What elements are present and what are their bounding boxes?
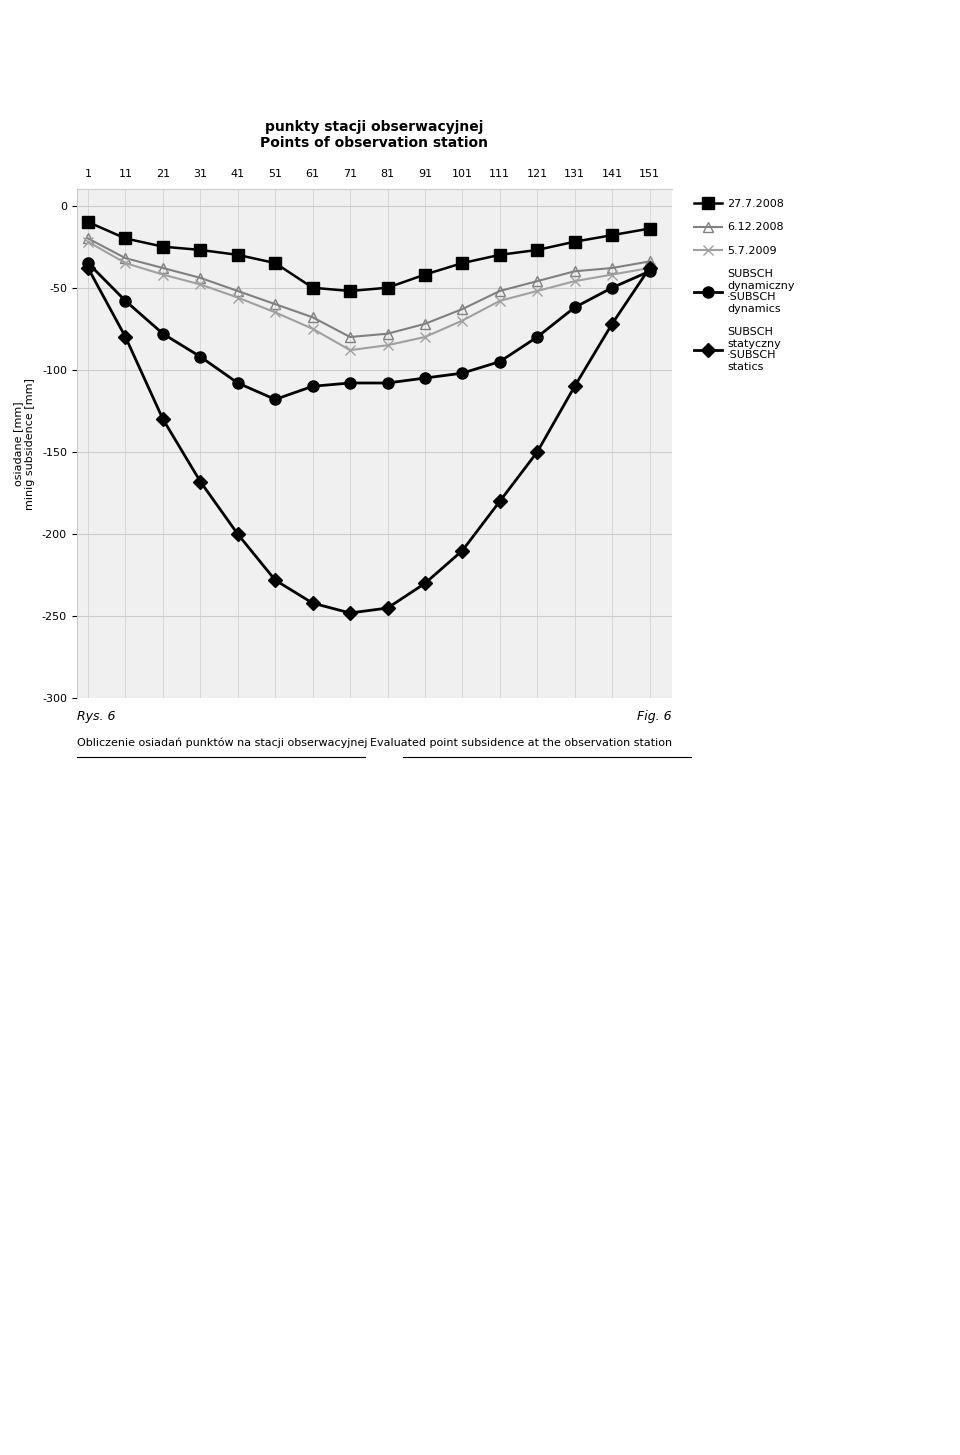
Y-axis label: osiadane [mm]
minig subsidence [mm]: osiadane [mm] minig subsidence [mm] <box>13 378 35 509</box>
27.7.2008 <box>457 255 468 272</box>
6.12.2008 <box>157 259 169 276</box>
Line: 5.7.2009: 5.7.2009 <box>84 237 655 355</box>
6.12.2008 <box>457 300 468 317</box>
6.12.2008 <box>232 282 244 300</box>
6.12.2008 <box>345 329 356 346</box>
Line: 27.7.2008: 27.7.2008 <box>83 217 655 297</box>
Line: SUBSCH dynamiczny·SUBSCH dynamics: SUBSCH dynamiczny·SUBSCH dynamics <box>83 258 655 404</box>
5.7.2009 <box>157 266 169 284</box>
27.7.2008 <box>420 266 431 284</box>
SUBSCH statyczny·SUBSCH statics <box>120 329 132 346</box>
5.7.2009 <box>607 266 618 284</box>
SUBSCH statyczny·SUBSCH statics <box>232 525 244 543</box>
SUBSCH dynamiczny·SUBSCH dynamics <box>569 298 581 316</box>
Text: Rys. 6: Rys. 6 <box>77 710 115 723</box>
27.7.2008 <box>270 255 281 272</box>
5.7.2009 <box>494 292 506 310</box>
SUBSCH dynamiczny·SUBSCH dynamics <box>345 374 356 391</box>
SUBSCH dynamiczny·SUBSCH dynamics <box>120 292 132 310</box>
5.7.2009 <box>644 259 656 276</box>
SUBSCH statyczny·SUBSCH statics <box>532 444 543 461</box>
6.12.2008 <box>382 324 394 342</box>
5.7.2009 <box>382 336 394 354</box>
SUBSCH statyczny·SUBSCH statics <box>157 410 169 428</box>
27.7.2008 <box>345 282 356 300</box>
SUBSCH dynamiczny·SUBSCH dynamics <box>420 370 431 387</box>
5.7.2009 <box>270 304 281 322</box>
SUBSCH dynamiczny·SUBSCH dynamics <box>83 255 94 272</box>
5.7.2009 <box>232 290 244 307</box>
6.12.2008 <box>420 316 431 333</box>
6.12.2008 <box>494 282 506 300</box>
Text: Evaluated point subsidence at the observation station: Evaluated point subsidence at the observ… <box>370 739 672 748</box>
27.7.2008 <box>494 246 506 263</box>
6.12.2008 <box>307 308 319 326</box>
SUBSCH statyczny·SUBSCH statics <box>307 595 319 613</box>
SUBSCH statyczny·SUBSCH statics <box>345 604 356 621</box>
SUBSCH statyczny·SUBSCH statics <box>195 473 206 490</box>
SUBSCH statyczny·SUBSCH statics <box>494 493 506 511</box>
6.12.2008 <box>569 262 581 279</box>
SUBSCH dynamiczny·SUBSCH dynamics <box>607 279 618 297</box>
SUBSCH statyczny·SUBSCH statics <box>569 377 581 394</box>
27.7.2008 <box>157 239 169 256</box>
5.7.2009 <box>195 275 206 292</box>
SUBSCH statyczny·SUBSCH statics <box>644 259 656 276</box>
27.7.2008 <box>83 214 94 231</box>
6.12.2008 <box>644 253 656 271</box>
6.12.2008 <box>83 230 94 247</box>
SUBSCH statyczny·SUBSCH statics <box>607 316 618 333</box>
Legend: 27.7.2008, 6.12.2008, 5.7.2009, SUBSCH
dynamiczny
·SUBSCH
dynamics, SUBSCH
staty: 27.7.2008, 6.12.2008, 5.7.2009, SUBSCH d… <box>689 195 799 377</box>
5.7.2009 <box>532 282 543 300</box>
SUBSCH dynamiczny·SUBSCH dynamics <box>382 374 394 391</box>
SUBSCH dynamiczny·SUBSCH dynamics <box>157 324 169 342</box>
SUBSCH dynamiczny·SUBSCH dynamics <box>457 364 468 381</box>
SUBSCH dynamiczny·SUBSCH dynamics <box>644 262 656 279</box>
SUBSCH dynamiczny·SUBSCH dynamics <box>232 374 244 391</box>
6.12.2008 <box>270 295 281 313</box>
SUBSCH statyczny·SUBSCH statics <box>420 575 431 592</box>
27.7.2008 <box>607 227 618 244</box>
SUBSCH statyczny·SUBSCH statics <box>83 259 94 276</box>
5.7.2009 <box>307 320 319 338</box>
SUBSCH dynamiczny·SUBSCH dynamics <box>494 354 506 371</box>
27.7.2008 <box>307 279 319 297</box>
Title: punkty stacji obserwacyjnej
Points of observation station: punkty stacji obserwacyjnej Points of ob… <box>260 121 489 150</box>
SUBSCH dynamiczny·SUBSCH dynamics <box>532 329 543 346</box>
27.7.2008 <box>644 220 656 237</box>
5.7.2009 <box>120 255 132 272</box>
Line: SUBSCH statyczny·SUBSCH statics: SUBSCH statyczny·SUBSCH statics <box>84 263 655 618</box>
27.7.2008 <box>232 246 244 263</box>
Text: Obliczenie osiadań punktów na stacji obserwacyjnej: Obliczenie osiadań punktów na stacji obs… <box>77 738 368 748</box>
SUBSCH statyczny·SUBSCH statics <box>382 599 394 617</box>
27.7.2008 <box>382 279 394 297</box>
27.7.2008 <box>195 242 206 259</box>
Line: 6.12.2008: 6.12.2008 <box>84 234 655 342</box>
6.12.2008 <box>607 259 618 276</box>
27.7.2008 <box>532 242 543 259</box>
5.7.2009 <box>345 342 356 359</box>
Text: Fig. 6: Fig. 6 <box>637 710 672 723</box>
6.12.2008 <box>120 249 132 266</box>
5.7.2009 <box>420 329 431 346</box>
SUBSCH dynamiczny·SUBSCH dynamics <box>270 391 281 409</box>
27.7.2008 <box>120 230 132 247</box>
5.7.2009 <box>83 233 94 250</box>
SUBSCH dynamiczny·SUBSCH dynamics <box>307 377 319 394</box>
5.7.2009 <box>457 311 468 329</box>
SUBSCH statyczny·SUBSCH statics <box>457 541 468 559</box>
SUBSCH statyczny·SUBSCH statics <box>270 572 281 589</box>
6.12.2008 <box>532 272 543 290</box>
SUBSCH dynamiczny·SUBSCH dynamics <box>195 348 206 365</box>
5.7.2009 <box>569 272 581 290</box>
27.7.2008 <box>569 233 581 250</box>
6.12.2008 <box>195 269 206 287</box>
